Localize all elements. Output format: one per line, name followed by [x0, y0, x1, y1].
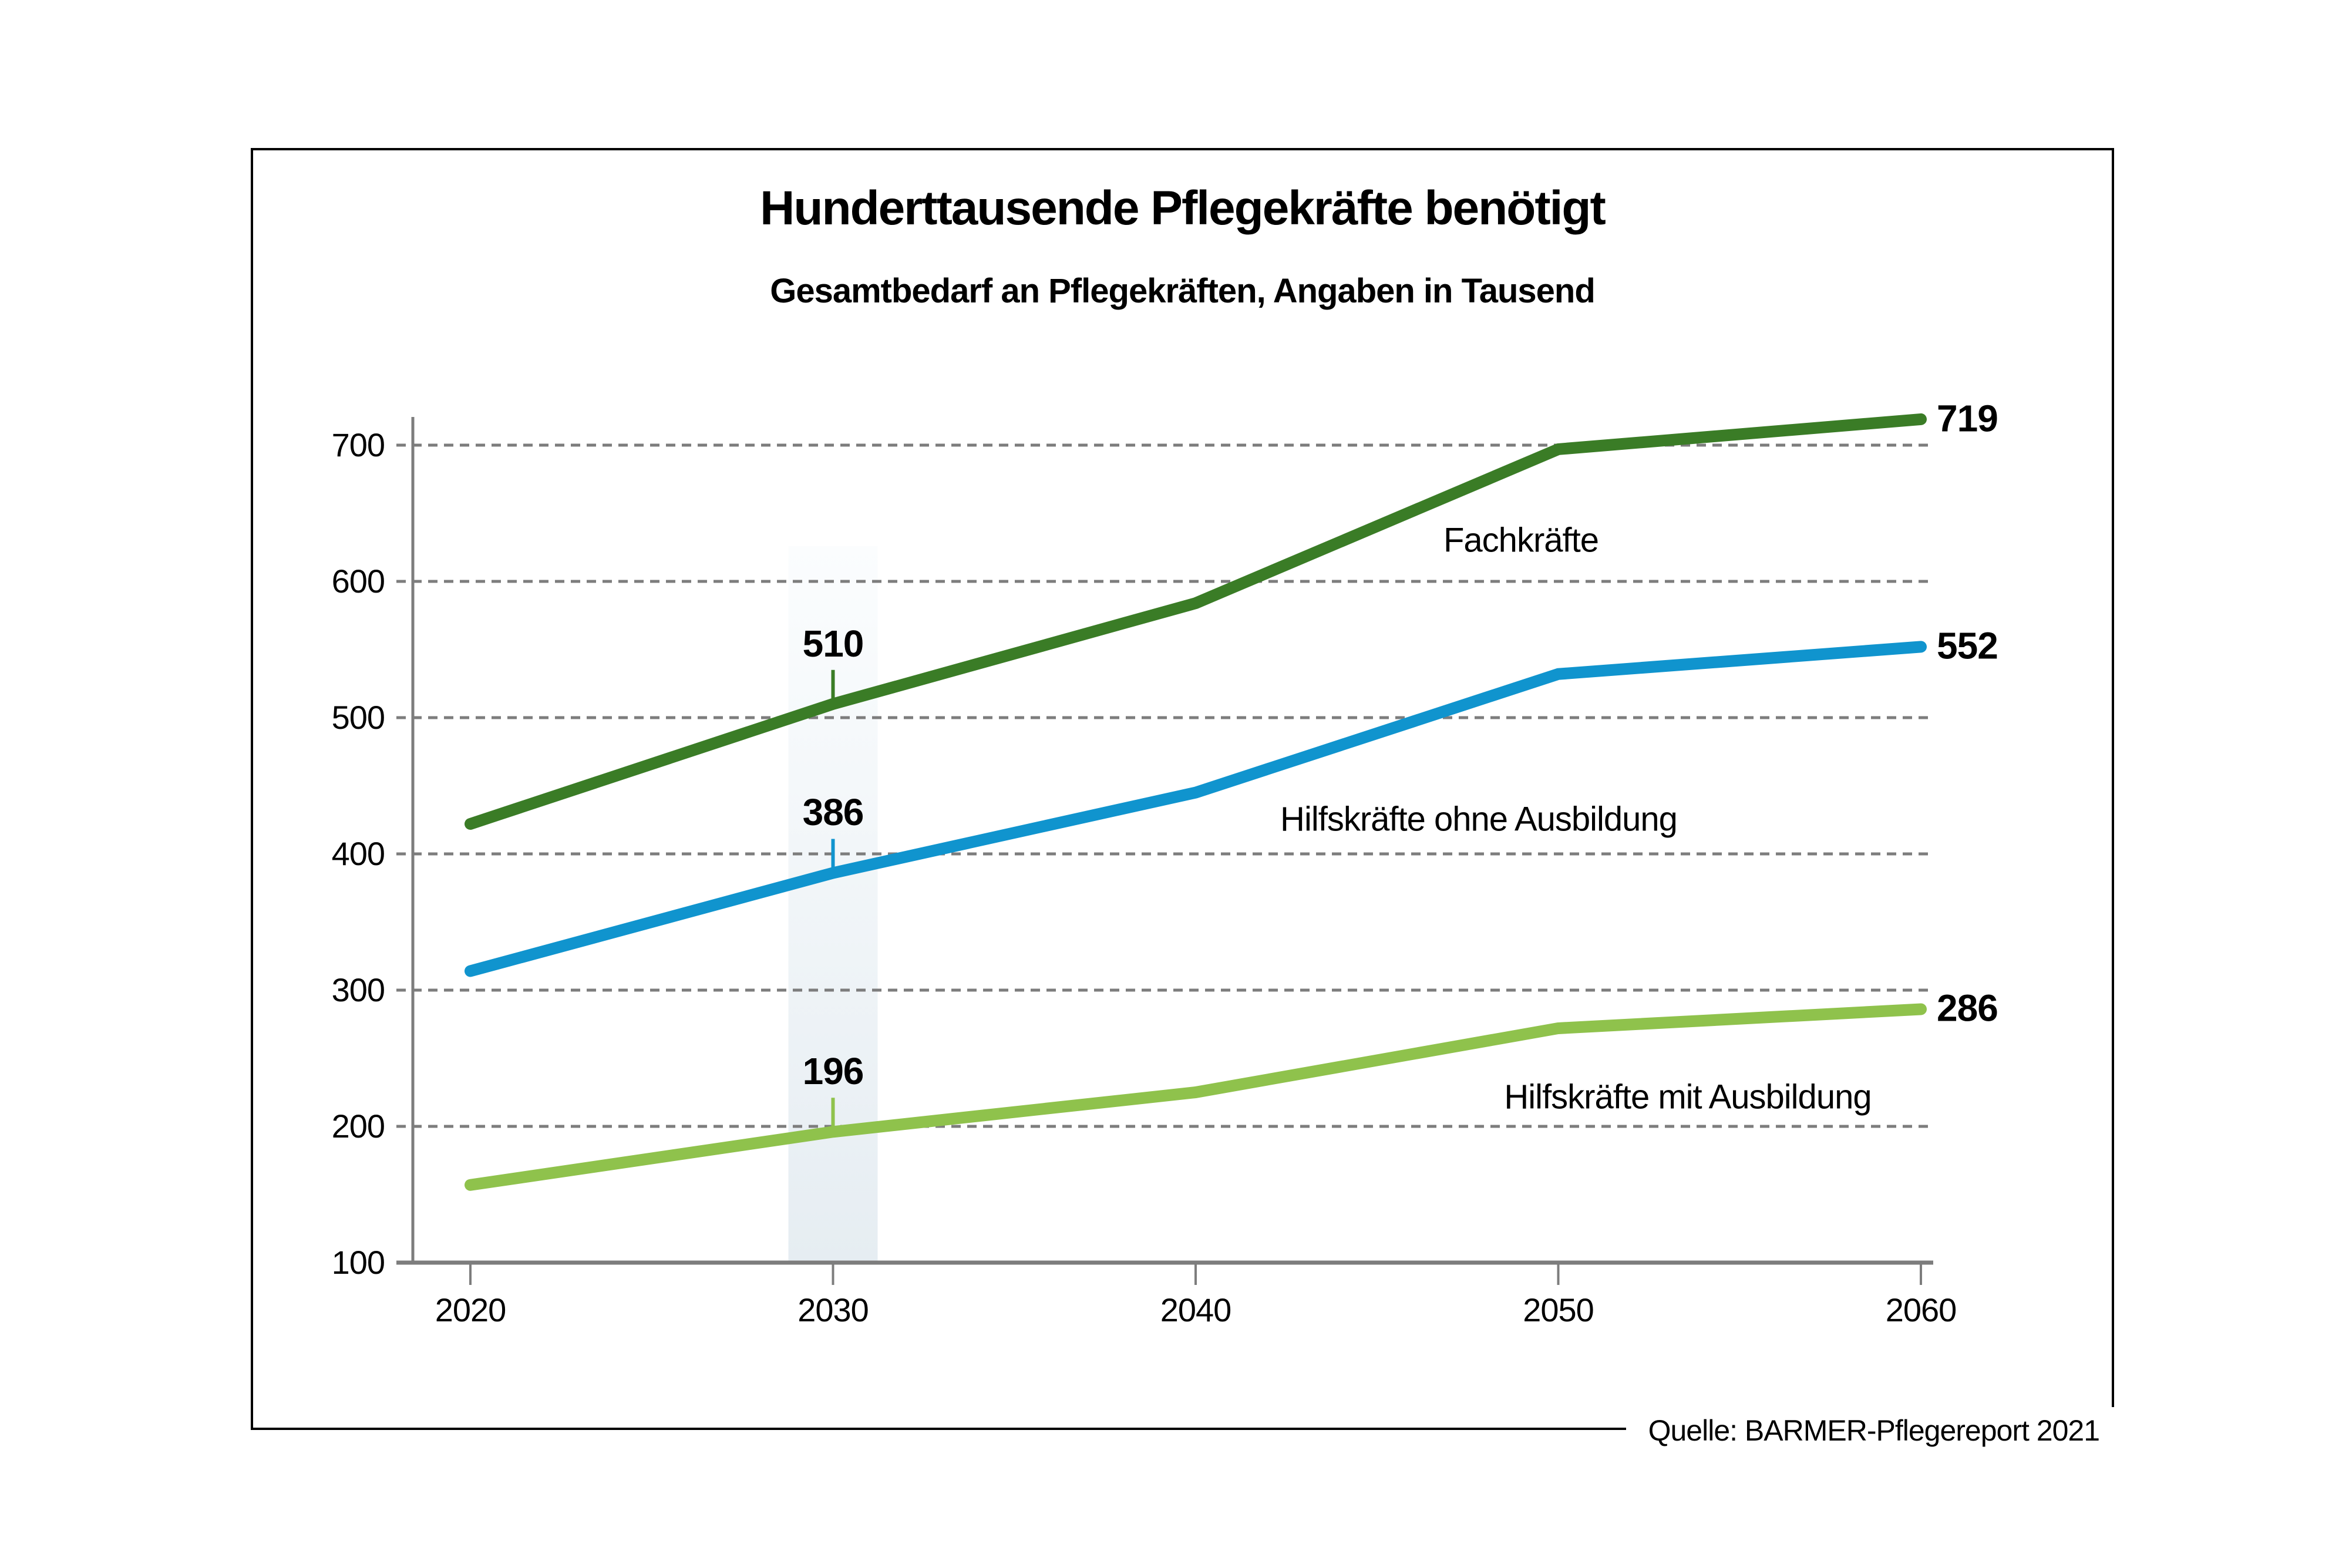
- series-label-2: Hilfskräfte mit Ausbildung: [1504, 1078, 1872, 1116]
- y-axis-label-600: 600: [331, 563, 385, 600]
- x-axis-label-2020: 2020: [435, 1291, 507, 1328]
- x-axis-label-2040: 2040: [1160, 1291, 1232, 1328]
- value-label-2060-series-1: 552: [1937, 624, 1998, 667]
- value-label-2060-series-2: 286: [1937, 987, 1998, 1029]
- y-axis-label-200: 200: [331, 1108, 385, 1145]
- source-credit: Quelle: BARMER-Pflegereport 2021: [1626, 1407, 2126, 1454]
- y-axis-label-700: 700: [331, 426, 385, 463]
- chart-title: Hunderttausende Pflegekräfte benötigt: [760, 181, 1606, 235]
- value-label-2030-series-2: 196: [802, 1050, 864, 1093]
- x-axis-label-2060: 2060: [1885, 1291, 1957, 1328]
- y-axis-label-500: 500: [331, 699, 385, 736]
- chart-subtitle: Gesamtbedarf an Pflegekräften, Angaben i…: [770, 272, 1596, 310]
- x-axis-label-2030: 2030: [797, 1291, 869, 1328]
- series-label-0: Fachkräfte: [1443, 521, 1599, 560]
- series-label-1: Hilfskräfte ohne Ausbildung: [1280, 800, 1678, 839]
- x-axis-label-2050: 2050: [1523, 1291, 1594, 1328]
- y-axis-label-400: 400: [331, 835, 385, 872]
- y-axis-label-100: 100: [331, 1244, 385, 1281]
- value-label-2030-series-0: 510: [802, 622, 864, 665]
- y-axis-label-300: 300: [331, 971, 385, 1008]
- value-label-2030-series-1: 386: [802, 791, 864, 834]
- value-label-2060-series-0: 719: [1937, 397, 1998, 440]
